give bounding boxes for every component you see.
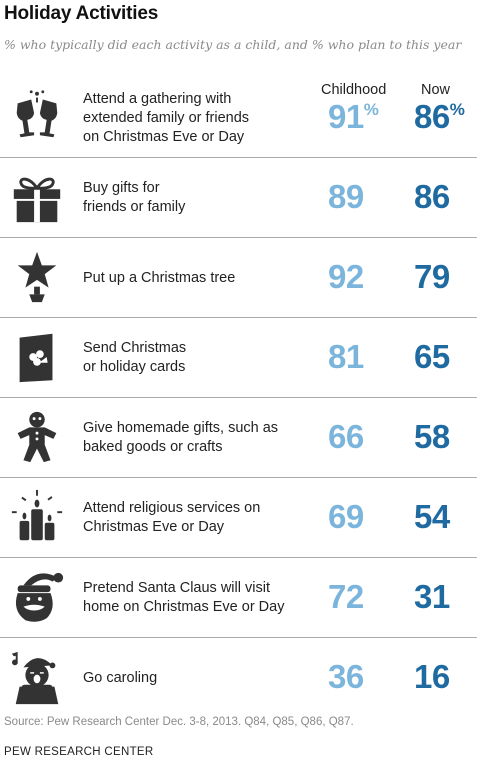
activity-label-line: extended family or friends — [83, 110, 250, 126]
gingerbread-man-icon — [8, 408, 66, 466]
now-value: 79 — [414, 258, 450, 296]
table-row: Give homemade gifts, such as baked goods … — [0, 398, 477, 478]
activity-label-line: Attend a gathering with — [83, 91, 232, 107]
table-row: Send Christmas or holiday cards 81 65 — [0, 318, 477, 398]
activity-label-line: Put up a Christmas tree — [83, 270, 236, 286]
chart-title: Holiday Activities — [4, 3, 159, 24]
activity-label: Attend religious services on Christmas Ev… — [83, 499, 313, 537]
childhood-value-number: 72 — [328, 578, 364, 615]
row-divider — [0, 637, 477, 638]
now-value: 58 — [414, 418, 450, 456]
activity-label: Go caroling — [83, 669, 313, 688]
christmas-tree-icon — [8, 248, 66, 306]
percent-sign: % — [363, 100, 379, 119]
candles-icon — [8, 488, 66, 546]
activity-label-line: Send Christmas — [83, 340, 187, 356]
percent-sign: % — [449, 100, 465, 119]
childhood-value: 89 — [328, 178, 364, 216]
row-divider — [0, 317, 477, 318]
childhood-value-number: 36 — [328, 658, 364, 695]
activity-label-line: Go caroling — [83, 670, 158, 686]
now-value: 54 — [414, 498, 450, 536]
activity-label-line: home on Christmas Eve or Day — [83, 599, 285, 615]
activity-label-line: on Christmas Eve or Day — [83, 129, 245, 145]
activity-label-line: Pretend Santa Claus will visit — [83, 580, 270, 596]
activity-label: Attend a gathering with extended family o… — [83, 90, 313, 147]
activity-table: Attend a gathering with extended family o… — [0, 74, 477, 718]
now-value: 86 — [414, 178, 450, 216]
holiday-card-icon — [8, 328, 66, 386]
childhood-value-number: 89 — [328, 178, 364, 215]
row-divider — [0, 477, 477, 478]
childhood-value: 72 — [328, 578, 364, 616]
now-value-number: 31 — [414, 578, 450, 615]
activity-label-line: Christmas Eve or Day — [83, 519, 225, 535]
childhood-value: 92 — [328, 258, 364, 296]
activity-label-line: Attend religious services on — [83, 500, 261, 516]
table-row: Pretend Santa Claus will visit home on Ch… — [0, 558, 477, 638]
now-value: 65 — [414, 338, 450, 376]
row-divider — [0, 157, 477, 158]
now-value-number: 86 — [414, 98, 450, 135]
activity-label: Pretend Santa Claus will visit home on Ch… — [83, 579, 313, 617]
column-header-now: Now — [421, 82, 451, 98]
now-value-number: 79 — [414, 258, 450, 295]
table-row: Attend a gathering with extended family o… — [0, 74, 477, 158]
childhood-value-number: 69 — [328, 498, 364, 535]
table-row: Go caroling 36 16 — [0, 638, 477, 718]
row-divider — [0, 557, 477, 558]
now-value-number: 16 — [414, 658, 450, 695]
row-divider — [0, 237, 477, 238]
now-value-number: 54 — [414, 498, 450, 535]
organization-name: PEW RESEARCH CENTER — [4, 746, 154, 758]
champagne-glasses-icon — [8, 86, 66, 144]
activity-label-line: baked goods or crafts — [83, 439, 223, 455]
childhood-value: 81 — [328, 338, 364, 376]
row-divider — [0, 397, 477, 398]
childhood-value-number: 81 — [328, 338, 364, 375]
now-value: 16 — [414, 658, 450, 696]
column-header-childhood: Childhood — [321, 82, 387, 98]
childhood-value: 66 — [328, 418, 364, 456]
now-value-number: 65 — [414, 338, 450, 375]
childhood-value: 91% — [328, 98, 379, 136]
now-value: 31 — [414, 578, 450, 616]
now-value-number: 58 — [414, 418, 450, 455]
now-value-number: 86 — [414, 178, 450, 215]
santa-claus-icon — [8, 568, 66, 626]
activity-label-line: Give homemade gifts, such as — [83, 420, 279, 436]
childhood-value-number: 91 — [328, 98, 364, 135]
source-note: Source: Pew Research Center Dec. 3-8, 20… — [4, 716, 354, 728]
gift-icon — [8, 168, 66, 226]
activity-label-line: or holiday cards — [83, 359, 186, 375]
activity-label: Send Christmas or holiday cards — [83, 339, 313, 377]
activity-label-line: Buy gifts for — [83, 180, 160, 196]
activity-label: Give homemade gifts, such as baked goods … — [83, 419, 313, 457]
activity-label: Put up a Christmas tree — [83, 269, 313, 288]
activity-label: Buy gifts for friends or family — [83, 179, 313, 217]
childhood-value: 69 — [328, 498, 364, 536]
childhood-value-number: 66 — [328, 418, 364, 455]
childhood-value: 36 — [328, 658, 364, 696]
chart-subtitle: % who typically did each activity as a c… — [4, 37, 462, 52]
childhood-value-number: 92 — [328, 258, 364, 295]
caroler-icon — [8, 648, 66, 706]
now-value: 86% — [414, 98, 465, 136]
table-row: Buy gifts for friends or family 89 86 — [0, 158, 477, 238]
table-row: Put up a Christmas tree 92 79 — [0, 238, 477, 318]
activity-label-line: friends or family — [83, 199, 186, 215]
table-row: Attend religious services on Christmas Ev… — [0, 478, 477, 558]
